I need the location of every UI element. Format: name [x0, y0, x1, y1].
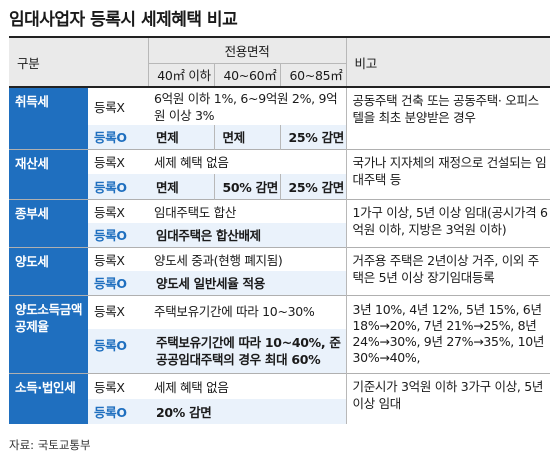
category-cell: 취득세 — [9, 86, 88, 149]
table-row: 등록O 20% 감면 — [9, 399, 550, 424]
note-cell: 1가구 이상, 5년 이상 임대(공시가격 6억원 이하, 지방은 3억원 이하… — [345, 198, 551, 247]
table-row: 등록O 면제 50% 감면 25% 감면 — [9, 174, 550, 199]
reg-o-label: 등록O — [88, 125, 148, 149]
note-cell: 기준시가 3억원 이하 3가구 이상, 5년 이상 임대 — [345, 372, 551, 424]
reg-o-value: 20% 감면 — [148, 399, 347, 424]
category-cell: 양도세 — [9, 246, 88, 295]
reg-x-value: 세제 혜택 없음 — [148, 372, 347, 399]
header-row: 구분 전용면적 비고 — [9, 36, 551, 87]
header-category: 구분 — [9, 36, 148, 87]
reg-x-label: 등록X — [88, 86, 148, 125]
reg-x-label: 등록X — [88, 148, 148, 174]
note-cell: 공동주택 건축 또는 공동주택· 오피스텔을 최초 분양받은 경우 — [345, 86, 551, 149]
table-row: 양도소득금액 공제율 등록X 주택보유기간에 따라 10~30% 3년 10%,… — [9, 294, 551, 373]
reg-o-label: 등록O — [88, 399, 148, 424]
reg-o-label: 등록O — [88, 174, 148, 199]
reg-o-value: 임대주택은 합산배제 — [148, 223, 347, 247]
reg-o-cell: 25% 감면 — [279, 125, 347, 149]
header-sub-2: 40~60㎡ — [213, 62, 280, 87]
reg-x-value: 세제 혜택 없음 — [148, 148, 347, 174]
header-area: 전용면적 — [147, 36, 347, 63]
reg-x-label: 등록X — [88, 246, 148, 271]
reg-o-cell: 25% 감면 — [279, 174, 347, 199]
comparison-table: 구분 전용면적 비고 40㎡ 이하 40~60㎡ 60~85㎡ 취득세 등록X … — [9, 36, 551, 424]
reg-o-cell: 면제 — [148, 125, 214, 149]
category-cell: 소득·법인세 — [9, 372, 88, 424]
reg-x-value: 6억원 이하 1%, 6~9억원 2%, 9억원 이상 3% — [148, 86, 347, 125]
reg-o-label: 등록O — [88, 329, 148, 373]
reg-x-value: 양도세 중과(현행 폐지됨) — [148, 246, 347, 271]
reg-x-label: 등록X — [88, 198, 148, 223]
reg-o-value: 양도세 일반세율 적용 — [148, 271, 347, 295]
header-sub-1: 40㎡ 이하 — [147, 62, 214, 87]
category-cell: 재산세 — [9, 148, 88, 199]
reg-o-cell: 50% 감면 — [213, 174, 280, 199]
reg-o-label: 등록O — [88, 271, 148, 295]
note-cell: 3년 10%, 4년 12%, 5년 15%, 6년 18%→20%, 7년 2… — [345, 294, 551, 373]
table-row: 종부세 등록X 임대주택도 합산 1가구 이상, 5년 이상 임대(공시가격 6… — [9, 198, 551, 247]
reg-x-value: 임대주택도 합산 — [148, 198, 347, 223]
reg-o-cell: 면제 — [148, 174, 214, 199]
reg-o-label: 등록O — [88, 223, 148, 247]
table-row: 재산세 등록X 세제 혜택 없음 국가나 지자체의 재정으로 건설되는 임대주택… — [9, 148, 551, 199]
reg-o-value: 주택보유기간에 따라 10~40%, 준공공임대주택의 경우 최대 60% — [148, 329, 347, 373]
header-note: 비고 — [345, 36, 551, 87]
table-row: 등록O 임대주택은 합산배제 — [9, 223, 550, 247]
page-title: 임대사업자 등록시 세제혜택 비교 — [9, 10, 238, 30]
note-cell: 거주용 주택은 2년이상 거주, 이외 주택은 5년 이상 장기임대등록 — [345, 246, 551, 295]
category-cell: 양도소득금액 공제율 — [9, 294, 88, 373]
header-sub-3: 60~85㎡ — [279, 62, 347, 87]
table-row: 등록O 주택보유기간에 따라 10~40%, 준공공임대주택의 경우 최대 60… — [9, 329, 550, 373]
reg-x-label: 등록X — [88, 294, 148, 329]
reg-x-label: 등록X — [88, 372, 148, 399]
category-cell: 종부세 — [9, 198, 88, 247]
table-row: 양도세 등록X 양도세 중과(현행 폐지됨) 거주용 주택은 2년이상 거주, … — [9, 246, 551, 295]
source-caption: 자료: 국토교통부 — [9, 438, 91, 452]
table-row: 소득·법인세 등록X 세제 혜택 없음 기준시가 3억원 이하 3가구 이상, … — [9, 372, 551, 424]
table-row: 등록O 면제 면제 25% 감면 — [9, 125, 550, 149]
header-subrow: 40㎡ 이하 40~60㎡ 60~85㎡ — [9, 62, 550, 87]
table-row: 취득세 등록X 6억원 이하 1%, 6~9억원 2%, 9억원 이상 3% 공… — [9, 86, 551, 149]
note-cell: 국가나 지자체의 재정으로 건설되는 임대주택 등 — [345, 148, 551, 199]
reg-x-value: 주택보유기간에 따라 10~30% — [148, 294, 347, 329]
table-row: 등록O 양도세 일반세율 적용 — [9, 271, 550, 295]
reg-o-cell: 면제 — [213, 125, 280, 149]
